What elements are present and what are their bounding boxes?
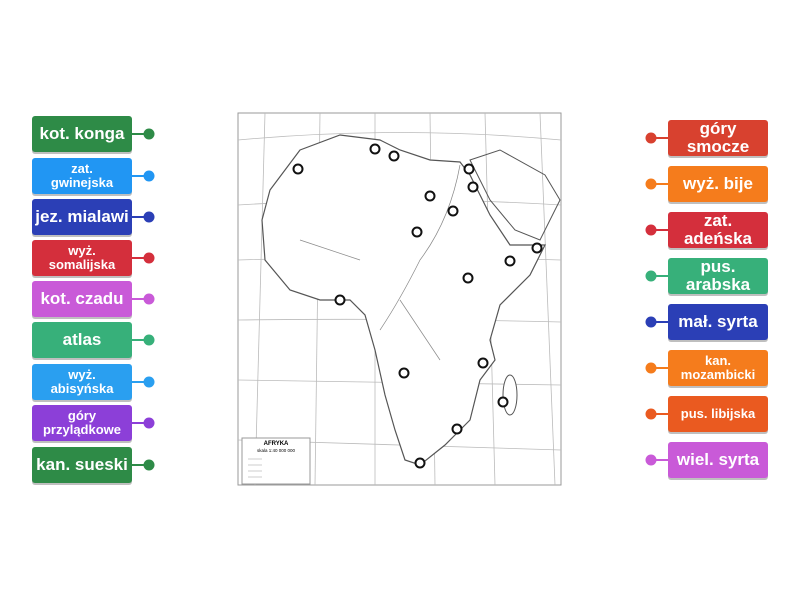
connector-dot [645, 270, 657, 282]
connector-dot [645, 224, 657, 236]
drop-target[interactable] [414, 457, 426, 469]
drop-target[interactable] [447, 205, 459, 217]
connector-dot [143, 170, 155, 182]
connector-dot [143, 293, 155, 305]
drop-target[interactable] [504, 255, 516, 267]
label-tile[interactable]: góry smocze [668, 120, 768, 156]
drop-target[interactable] [424, 190, 436, 202]
drop-target[interactable] [334, 294, 346, 306]
map-legend [241, 437, 311, 485]
label-tile[interactable]: kot. konga [32, 116, 132, 152]
label-tile[interactable]: zat. gwinejska [32, 158, 132, 194]
label-tile[interactable]: wyż. abisyńska [32, 364, 132, 400]
legend-title: AFRYKA [264, 441, 289, 447]
connector-dot [645, 454, 657, 466]
drop-target[interactable] [369, 143, 381, 155]
connector-dot [143, 128, 155, 140]
connector-dot [645, 132, 657, 144]
legend-scale: skala 1:40 000 000 [257, 448, 296, 453]
drop-target[interactable] [411, 226, 423, 238]
connector-dot [143, 211, 155, 223]
label-tile[interactable]: kan. sueski [32, 447, 132, 483]
connector-dot [645, 178, 657, 190]
connector-dot [645, 316, 657, 328]
drop-target[interactable] [462, 272, 474, 284]
madagascar [502, 374, 518, 416]
label-tile[interactable]: pus. libijska [668, 396, 768, 432]
drop-target[interactable] [292, 163, 304, 175]
drop-target[interactable] [451, 423, 463, 435]
label-tile[interactable]: wyż. somalijska [32, 240, 132, 276]
label-tile[interactable]: mał. syrta [668, 304, 768, 340]
drop-target[interactable] [477, 357, 489, 369]
label-tile[interactable]: wiel. syrta [668, 442, 768, 478]
label-tile[interactable]: wyż. bije [668, 166, 768, 202]
label-tile[interactable]: góry przylądkowe [32, 405, 132, 441]
connector-dot [143, 459, 155, 471]
drop-target[interactable] [463, 163, 475, 175]
label-tile[interactable]: kan. mozambicki [668, 350, 768, 386]
connector-dot [645, 408, 657, 420]
map: AFRYKA skala 1:40 000 000 [237, 112, 562, 486]
connector-dot [143, 376, 155, 388]
connector-dot [645, 362, 657, 374]
connector-dot [143, 334, 155, 346]
label-tile[interactable]: atlas [32, 322, 132, 358]
africa-outline [261, 134, 546, 466]
drop-target[interactable] [497, 396, 509, 408]
label-tile[interactable]: jez. mialawi [32, 199, 132, 235]
drop-target[interactable] [398, 367, 410, 379]
drop-target[interactable] [388, 150, 400, 162]
label-tile[interactable]: kot. czadu [32, 281, 132, 317]
connector-dot [143, 252, 155, 264]
drop-target[interactable] [467, 181, 479, 193]
arabia-outline [469, 149, 561, 241]
label-tile[interactable]: pus. arabska [668, 258, 768, 294]
label-tile[interactable]: zat. adeńska [668, 212, 768, 248]
connector-dot [143, 417, 155, 429]
drop-target[interactable] [531, 242, 543, 254]
